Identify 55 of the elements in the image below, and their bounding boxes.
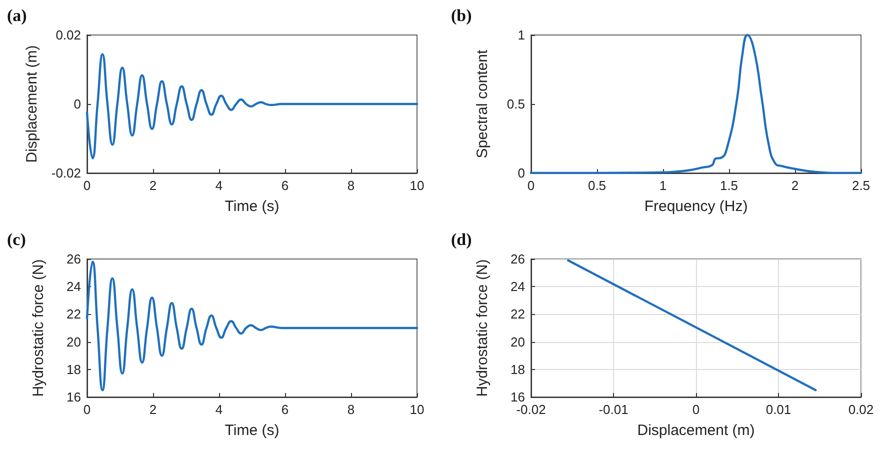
- y-tick-label: 0: [518, 166, 525, 180]
- line-series: [86, 260, 418, 392]
- y-tick-label: 20: [510, 334, 525, 350]
- chart-title: (a): [7, 6, 27, 25]
- x-tick-label: 10: [410, 402, 424, 417]
- x-tick-label: 8: [347, 402, 355, 417]
- x-tick-label: 2: [149, 402, 157, 417]
- x-tick-label: -0.01: [598, 402, 628, 417]
- x-tick-label: 6: [281, 402, 289, 417]
- y-tick-label: 0: [74, 96, 81, 112]
- line-series: [530, 34, 862, 174]
- x-tick-label: 4: [215, 402, 223, 417]
- y-tick-label: 16: [66, 390, 81, 404]
- y-axis-title: Hydrostatic force (N): [474, 259, 491, 397]
- line-series: [86, 53, 418, 160]
- x-tick-label: 2: [791, 178, 799, 193]
- y-axis-title: Hydrostatic force (N): [30, 259, 47, 397]
- chart-title: (b): [451, 6, 472, 25]
- y-tick-label: 26: [510, 252, 525, 266]
- x-tick-label: 1: [659, 178, 667, 193]
- y-axis-title: Spectral content: [474, 48, 491, 158]
- x-axis-title: Time (s): [224, 198, 280, 215]
- x-tick-label: 0: [83, 402, 91, 417]
- y-tick-label: 18: [66, 362, 81, 377]
- y-tick-label: 16: [510, 390, 525, 404]
- x-axis-title: Displacement (m): [637, 422, 755, 439]
- y-tick-label: 26: [66, 252, 81, 266]
- x-tick-label: 4: [215, 178, 223, 193]
- x-tick-label: 8: [347, 178, 355, 193]
- chart-title: (c): [7, 230, 26, 249]
- x-axis-title: Frequency (Hz): [644, 198, 748, 215]
- x-tick-label: 6: [281, 178, 289, 193]
- y-tick-label: 22: [66, 306, 81, 322]
- y-tick-label: 22: [510, 306, 525, 322]
- x-tick-label: 2.5: [852, 178, 870, 193]
- x-tick-label: 2: [149, 178, 157, 193]
- y-tick-label: 24: [66, 279, 81, 294]
- y-tick-label: 18: [510, 362, 525, 377]
- chart-title: (d): [451, 230, 472, 249]
- x-tick-label: 0: [527, 178, 535, 193]
- y-tick-label: 1: [518, 28, 525, 42]
- x-tick-label: 0.01: [766, 402, 792, 417]
- x-tick-label: 0.5: [588, 178, 606, 193]
- x-tick-label: 0: [83, 178, 91, 193]
- x-axis-title: Time (s): [224, 422, 280, 439]
- y-tick-label: 0.5: [506, 96, 525, 112]
- y-axis-title: Displacement (m): [23, 45, 40, 163]
- y-tick-label: 20: [66, 334, 81, 350]
- x-tick-label: 10: [410, 178, 424, 193]
- y-tick-label: 24: [510, 279, 525, 294]
- y-tick-label: 0.02: [56, 28, 81, 42]
- y-tick-label: -0.02: [51, 166, 81, 180]
- x-tick-label: 1.5: [720, 178, 738, 193]
- x-tick-label: 0: [692, 402, 700, 417]
- x-tick-label: 0.02: [848, 402, 874, 417]
